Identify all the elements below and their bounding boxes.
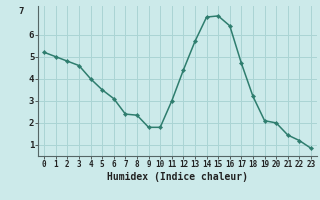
X-axis label: Humidex (Indice chaleur): Humidex (Indice chaleur)	[107, 172, 248, 182]
Text: 7: 7	[19, 7, 24, 16]
